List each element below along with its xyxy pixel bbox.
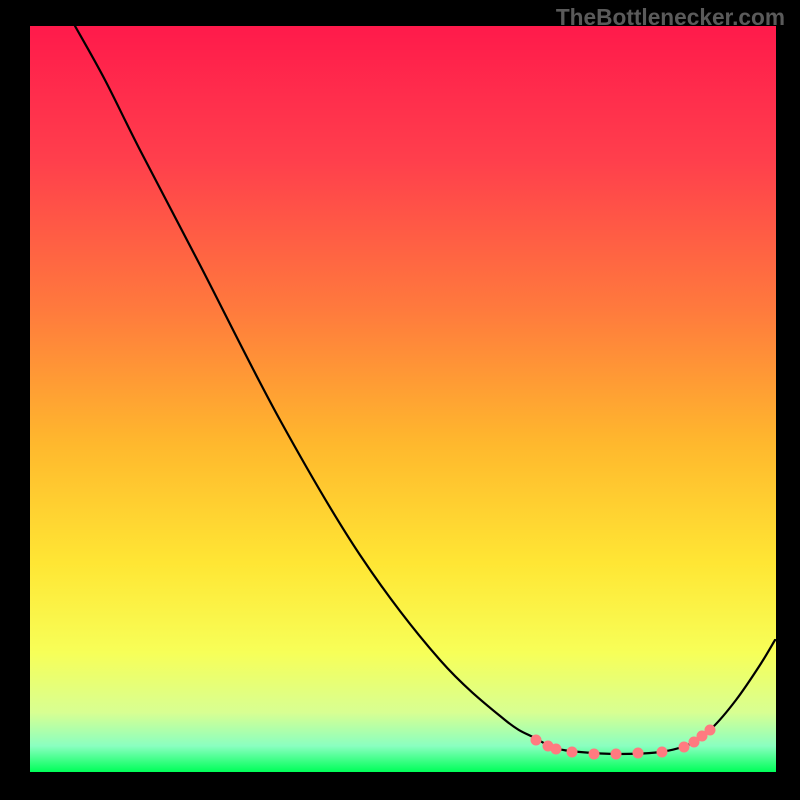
gradient-plot-area <box>30 26 776 772</box>
watermark-text: TheBottlenecker.com <box>556 4 785 31</box>
chart-container: TheBottlenecker.com <box>0 0 800 800</box>
